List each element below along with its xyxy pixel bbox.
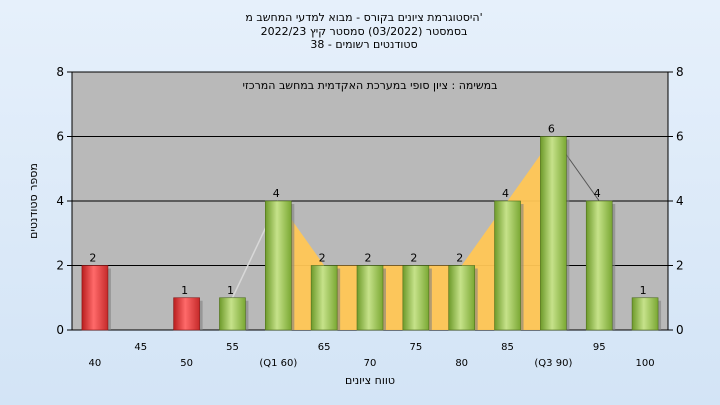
quartile-area-fill bbox=[278, 136, 554, 330]
y-tick-label-right: 6 bbox=[676, 130, 684, 144]
bar-80 bbox=[448, 265, 475, 331]
x-tick-label: 80 bbox=[455, 358, 468, 369]
bar-Q160 bbox=[265, 200, 292, 331]
x-axis: 40 45 50 55 (Q1 60) 65 70 75 80 85 (Q3 90) 95 100 bbox=[89, 342, 655, 369]
x-tick-label: 70 bbox=[364, 358, 377, 369]
bar-95 bbox=[585, 200, 613, 331]
x-tick-label: 100 bbox=[636, 358, 655, 369]
x-tick-label: 40 bbox=[89, 358, 102, 369]
data-label: 2 bbox=[456, 252, 463, 265]
bar-Q390 bbox=[540, 136, 567, 331]
data-label: 1 bbox=[227, 284, 234, 297]
title-line-3: סטודנטים רשומים - 38 bbox=[310, 38, 417, 51]
data-label: 4 bbox=[594, 187, 601, 200]
x-tick-label: 95 bbox=[593, 342, 606, 353]
data-label: 4 bbox=[502, 187, 509, 200]
bar-55 bbox=[219, 297, 246, 331]
data-label: 6 bbox=[548, 123, 555, 136]
y-tick-label: 0 bbox=[56, 323, 64, 337]
chart-subtitle: במשימה : ציון סופי במערכת האקדמית במחשב … bbox=[243, 79, 498, 92]
title-line-1: היסטוגרמת ציונים בקורס - מבוא למדעי המחש… bbox=[245, 11, 482, 24]
y-tick-label: 8 bbox=[56, 65, 64, 79]
data-label: 2 bbox=[319, 252, 326, 265]
bar-75 bbox=[402, 265, 430, 331]
y-tick-label-right: 8 bbox=[676, 65, 684, 79]
x-tick-label: 65 bbox=[318, 342, 331, 353]
x-tick-label: 50 bbox=[180, 358, 193, 369]
x-tick-label: 85 bbox=[501, 342, 514, 353]
y-tick-label-right: 2 bbox=[676, 259, 684, 273]
title-line-2: בסמסטר (03/2022) סמסטר קיץ 2022/23 bbox=[261, 25, 468, 38]
bar-85 bbox=[494, 200, 521, 331]
x-tick-label: (Q3 90) bbox=[534, 358, 572, 369]
data-labels: 2 1 1 4 2 2 2 2 4 6 4 1 bbox=[89, 123, 646, 297]
y-tick-label: 4 bbox=[56, 194, 64, 208]
data-label: 2 bbox=[410, 252, 417, 265]
bar-40 bbox=[81, 265, 109, 331]
data-label: 2 bbox=[89, 252, 96, 265]
x-tick-label: 55 bbox=[226, 342, 239, 353]
y-tick-label: 6 bbox=[56, 130, 64, 144]
y-tick-label-right: 4 bbox=[676, 194, 684, 208]
bars bbox=[81, 136, 662, 331]
y-tick-label: 2 bbox=[56, 259, 64, 273]
y-tick-label-right: 0 bbox=[676, 323, 684, 337]
x-tick-label: (Q1 60) bbox=[259, 358, 297, 369]
data-label: 1 bbox=[181, 284, 188, 297]
x-axis-title: טווח ציונים bbox=[345, 374, 395, 387]
bar-70 bbox=[356, 265, 384, 331]
bar-65 bbox=[310, 265, 338, 331]
bar-100 bbox=[631, 297, 659, 331]
x-tick-label: 45 bbox=[134, 342, 147, 353]
data-label: 4 bbox=[273, 187, 280, 200]
chart-title: היסטוגרמת ציונים בקורס - מבוא למדעי המחש… bbox=[245, 11, 482, 51]
y-axis-title: מספר סטודנטים bbox=[27, 163, 40, 239]
y-axis-left: 0 2 4 6 8 bbox=[56, 65, 72, 337]
data-label: 2 bbox=[365, 252, 372, 265]
y-axis-right: 0 2 4 6 8 bbox=[668, 65, 684, 337]
bar-50 bbox=[173, 297, 200, 331]
x-tick-label: 75 bbox=[409, 342, 422, 353]
data-label: 1 bbox=[640, 284, 647, 297]
